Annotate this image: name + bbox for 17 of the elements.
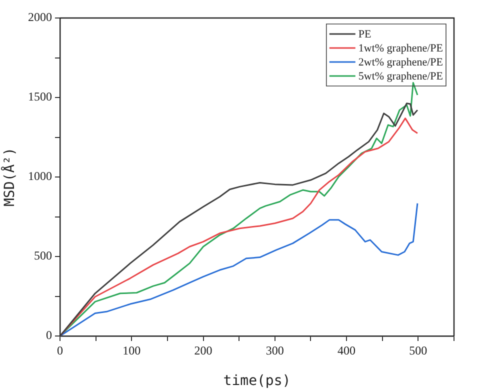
y-tick-label: 0	[46, 328, 52, 342]
y-tick-label: 1000	[28, 169, 52, 184]
x-tick-label: 500	[409, 343, 428, 358]
legend-label: 5wt% graphene/PE	[358, 70, 444, 82]
y-tick-label: 2000	[28, 10, 52, 24]
x-axis-title: time(ps)	[223, 373, 291, 390]
y-tick-label: 500	[34, 248, 52, 263]
x-tick-label: 200	[194, 343, 212, 358]
legend-label: 1wt% graphene/PE	[358, 42, 444, 54]
x-tick-label: 0	[57, 343, 63, 358]
x-tick-label: 300	[266, 343, 284, 358]
legend-label: 2wt% graphene/PE	[358, 56, 444, 68]
legend-label: PE	[358, 28, 372, 40]
x-tick-label: 400	[338, 343, 356, 358]
y-axis-title: MSD(Å²)	[1, 147, 18, 207]
x-tick-label: 100	[122, 343, 141, 358]
y-tick-label: 1500	[28, 90, 52, 104]
